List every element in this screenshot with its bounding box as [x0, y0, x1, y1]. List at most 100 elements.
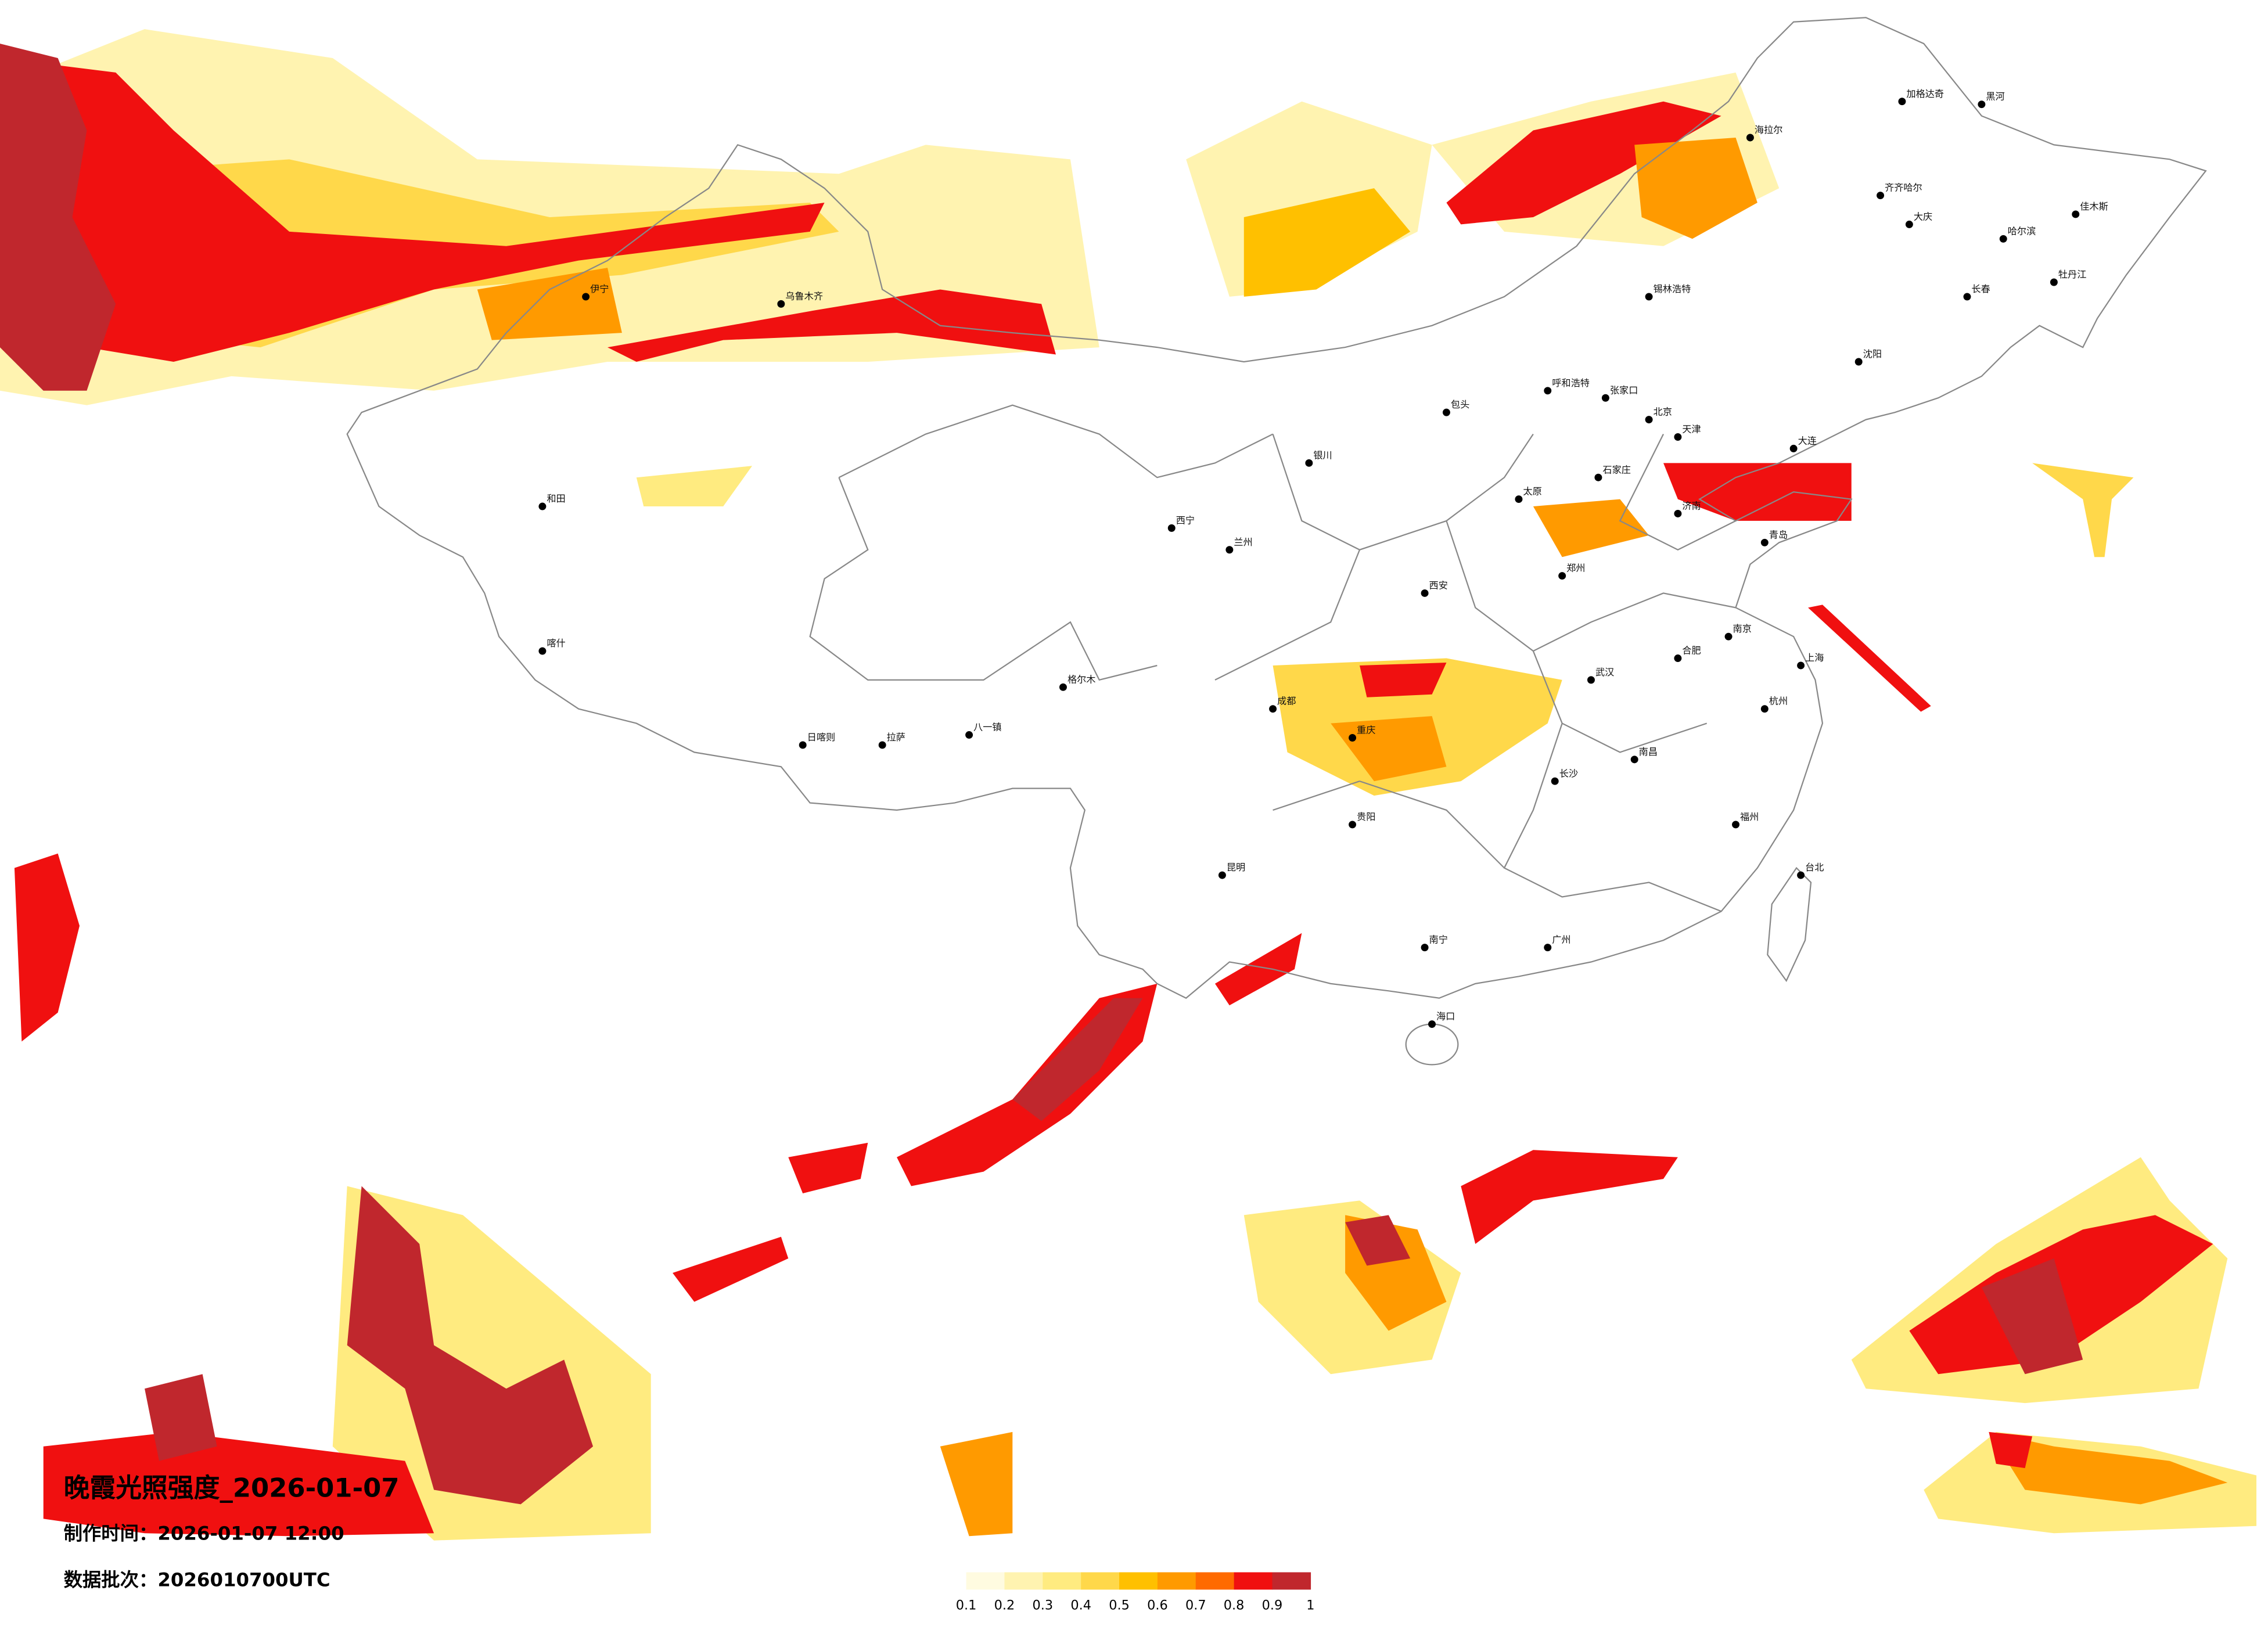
city-label: 沈阳	[1863, 348, 1882, 359]
city-label: 乌鲁木齐	[785, 290, 823, 301]
city-label: 福州	[1740, 811, 1759, 822]
city-dot	[1544, 387, 1552, 395]
city-dot	[1797, 661, 1805, 670]
city-dot	[1428, 1020, 1436, 1028]
legend-tick-label: 0.8	[1224, 1598, 1245, 1613]
city-label: 贵阳	[1357, 811, 1375, 822]
city-dot	[1305, 459, 1313, 467]
city-dot	[1905, 220, 1913, 228]
heat-patch	[14, 853, 80, 1042]
city-label: 牡丹江	[2058, 269, 2087, 280]
heat-patch	[145, 1374, 217, 1461]
heat-patch	[1634, 137, 1757, 239]
city-label: 石家庄	[1602, 464, 1631, 475]
heat-patch	[1331, 716, 1447, 782]
city-dot	[1645, 416, 1653, 424]
city-dot	[1269, 705, 1277, 713]
legend-tick-label: 0.3	[1033, 1598, 1054, 1613]
heat-patch	[1345, 1215, 1411, 1266]
heat-patch	[1663, 463, 1852, 521]
city-dot	[1732, 821, 1739, 829]
heat-patch	[1989, 1431, 2228, 1505]
heat-patch	[1446, 101, 1721, 225]
legend-tick-label: 0.7	[1185, 1598, 1206, 1613]
legend-tick-label: 0.6	[1147, 1598, 1168, 1613]
borders	[346, 17, 2207, 1066]
heat-patch	[607, 289, 1056, 362]
city-label: 重庆	[1357, 725, 1375, 736]
heat-patch	[477, 268, 622, 340]
city-dot	[1963, 293, 1971, 301]
city-label: 锡林浩特	[1654, 283, 1691, 294]
city-dot	[1421, 944, 1429, 952]
heat-patch	[1533, 499, 1649, 557]
city-dot	[1544, 944, 1552, 952]
legend-tick-label: 1	[1306, 1598, 1314, 1613]
map-title: 晚霞光照强度_2026-01-07	[64, 1473, 400, 1503]
city-label: 南昌	[1639, 746, 1658, 757]
city-dot	[2072, 210, 2080, 218]
city-dot	[1797, 871, 1805, 879]
city-dot	[1760, 538, 1769, 546]
city-dot	[1349, 821, 1357, 829]
legend-tick-label: 0.9	[1262, 1598, 1283, 1613]
city-dot	[1587, 676, 1595, 684]
city-label: 海拉尔	[1755, 124, 1783, 135]
legend-swatch	[1234, 1572, 1273, 1590]
heat-patch	[1214, 933, 1302, 1006]
city-label: 青岛	[1769, 529, 1788, 540]
legend-swatch	[1004, 1572, 1044, 1590]
city-label: 包头	[1451, 399, 1469, 410]
city-label: 大庆	[1914, 211, 1932, 222]
heat-patch	[1461, 1150, 1678, 1244]
province-border	[809, 404, 1737, 912]
city-dot	[777, 300, 785, 308]
heat-patch	[1012, 998, 1143, 1121]
city-dot	[1515, 495, 1523, 503]
heat-layer	[0, 29, 2257, 1541]
city-label: 加格达奇	[1906, 88, 1944, 99]
city-dot	[1601, 394, 1609, 402]
city-dot	[1746, 134, 1754, 142]
city-dot	[1674, 510, 1682, 517]
heat-patch	[347, 1186, 594, 1505]
city-dot	[1421, 589, 1429, 597]
made-time: 制作时间：2026-01-07 12:00	[64, 1523, 344, 1545]
city-label: 西安	[1429, 580, 1448, 591]
city-label: 太原	[1523, 486, 1541, 497]
city-dot	[1789, 444, 1798, 452]
legend-swatch	[1195, 1572, 1235, 1590]
city-dot	[2050, 278, 2058, 286]
city-label: 上海	[1805, 652, 1824, 663]
city-dot	[1442, 408, 1450, 416]
city-dot	[1630, 756, 1638, 764]
city-label: 佳木斯	[2080, 201, 2108, 212]
legend: 0.1 0.2 0.3 0.4 0.5 0.6 0.7 0.8 0.9 1	[956, 1572, 1314, 1613]
legend-swatch	[966, 1572, 1005, 1590]
legend-tick-label: 0.5	[1109, 1598, 1130, 1613]
legend-tick-label: 0.4	[1070, 1598, 1091, 1613]
city-dot	[1558, 572, 1566, 580]
city-label: 济南	[1682, 501, 1701, 512]
legend-swatch	[1119, 1572, 1158, 1590]
data-batch: 数据批次：2026010700UTC	[64, 1569, 330, 1591]
city-dot	[1854, 358, 1863, 366]
city-label: 和田	[547, 493, 565, 504]
city-dot	[1978, 100, 1986, 109]
city-label: 长春	[1971, 283, 1990, 294]
city-label: 长沙	[1559, 768, 1578, 779]
city-label: 广州	[1552, 934, 1570, 945]
city-dot	[538, 647, 547, 655]
city-dot	[1724, 632, 1733, 641]
city-label: 武汉	[1595, 667, 1614, 678]
city-dot	[1877, 192, 1885, 200]
heat-patch	[1989, 1431, 2033, 1469]
city-label: 兰州	[1234, 537, 1252, 548]
city-label: 喀什	[547, 638, 565, 649]
city-dot	[1760, 705, 1769, 713]
city-dot	[965, 731, 973, 739]
city-label: 拉萨	[887, 732, 905, 743]
city-label: 郑州	[1566, 563, 1585, 574]
